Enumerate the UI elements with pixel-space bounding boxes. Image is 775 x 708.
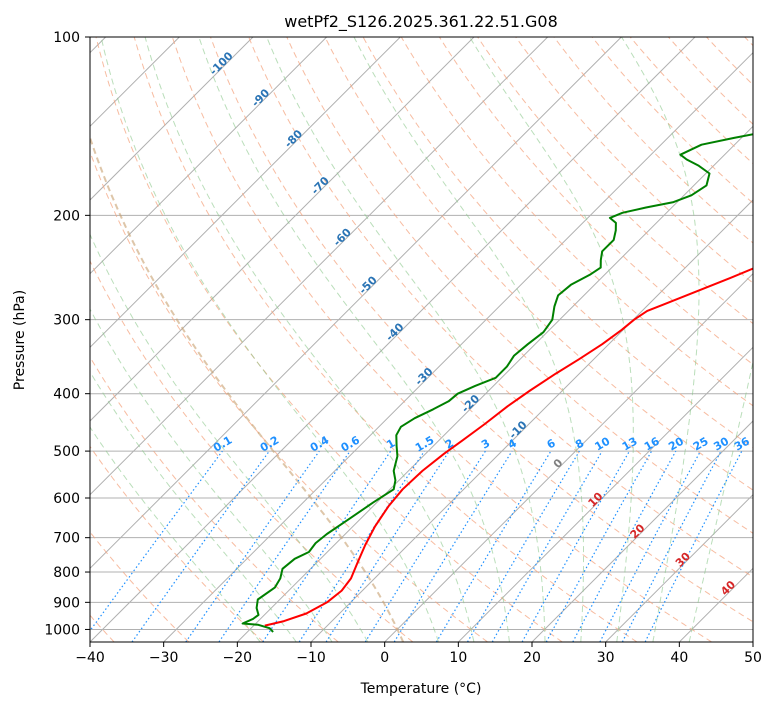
dry-adiabat bbox=[90, 445, 264, 642]
x-tick-label: 10 bbox=[449, 650, 467, 666]
moist-adiabat bbox=[90, 370, 297, 642]
isobar-grid bbox=[90, 37, 753, 630]
mixing-ratio-line bbox=[298, 450, 425, 642]
x-tick-label: −30 bbox=[149, 650, 179, 666]
temperature-trace bbox=[264, 267, 753, 627]
mixing-ratio-line bbox=[572, 450, 677, 642]
moist-adiabat bbox=[144, 37, 475, 642]
mixing-ratio-line bbox=[644, 450, 743, 642]
x-tick-label: 40 bbox=[670, 650, 688, 666]
profile-traces bbox=[241, 133, 753, 633]
isotherm-line bbox=[90, 37, 696, 642]
x-tick-label: 0 bbox=[380, 650, 389, 666]
plot-frame bbox=[89, 36, 754, 643]
moist-adiabat bbox=[621, 37, 700, 642]
y-tick-label: 400 bbox=[53, 387, 80, 403]
y-tick-label: 200 bbox=[53, 208, 80, 224]
isotherm-line bbox=[90, 37, 475, 422]
isotherm-line bbox=[163, 51, 753, 642]
mixing-ratio-line bbox=[218, 450, 351, 642]
x-tick-label: 30 bbox=[597, 650, 615, 666]
x-axis-label: Temperature (°C) bbox=[360, 681, 482, 697]
y-tick-label: 500 bbox=[53, 444, 80, 460]
mixing-ratio-line bbox=[185, 450, 320, 642]
mixing-ratio-lines bbox=[90, 450, 743, 642]
dry-adiabat bbox=[171, 37, 712, 642]
mixing-ratio-line bbox=[262, 450, 392, 642]
dry-adiabat bbox=[133, 37, 638, 642]
isotherm-grid bbox=[90, 37, 753, 642]
mixing-ratio-line bbox=[393, 450, 513, 642]
isotherm-line bbox=[90, 37, 328, 275]
x-tick-label: −40 bbox=[75, 650, 105, 666]
dry-adiabat bbox=[286, 37, 753, 534]
isotherm-line bbox=[236, 125, 753, 642]
x-tick-label: 20 bbox=[523, 650, 541, 666]
dry-adiabat bbox=[515, 37, 753, 284]
y-tick-label: 1000 bbox=[44, 622, 80, 638]
moist-adiabat bbox=[90, 134, 405, 642]
mixing-ratio-line bbox=[521, 450, 631, 642]
dry-adiabat bbox=[210, 37, 753, 623]
plot-area bbox=[90, 37, 753, 642]
isotherm-line bbox=[90, 37, 254, 201]
chart-title: wetPf2_S126.2025.361.22.51.G08 bbox=[284, 12, 558, 32]
isotherm-line bbox=[605, 493, 753, 642]
moist-adiabat bbox=[90, 308, 333, 642]
y-tick-label: 800 bbox=[53, 565, 80, 581]
x-tick-label: 50 bbox=[744, 650, 762, 666]
dry-adiabat bbox=[324, 37, 753, 491]
mixing-ratio-line bbox=[325, 450, 450, 642]
mixing-ratio-line bbox=[131, 450, 270, 642]
x-tick-label: −20 bbox=[223, 650, 253, 666]
y-tick-label: 600 bbox=[53, 491, 80, 507]
moist-adiabat bbox=[266, 37, 546, 642]
dry-adiabat bbox=[248, 37, 753, 578]
isotherm-line bbox=[90, 37, 549, 496]
moist-adiabat bbox=[688, 359, 753, 642]
x-axis-ticks: −40 −30 −20 −10 0 10 20 30 40 50 bbox=[75, 642, 762, 666]
isotherm-line bbox=[384, 272, 753, 642]
dry-adiabat bbox=[95, 37, 563, 642]
y-axis-ticks: 100 200 300 400 500 600 700 800 900 1000 bbox=[44, 30, 90, 638]
mixing-ratio-line bbox=[90, 450, 223, 632]
isotherm-line bbox=[90, 37, 622, 570]
x-tick-label: −10 bbox=[296, 650, 326, 666]
moist-adiabat bbox=[90, 233, 369, 642]
y-tick-label: 700 bbox=[53, 531, 80, 547]
moist-adiabat bbox=[100, 37, 439, 642]
dry-adiabat bbox=[90, 356, 339, 642]
y-tick-label: 100 bbox=[53, 30, 80, 46]
moist-adiabat bbox=[198, 37, 510, 642]
mixing-ratio-line bbox=[545, 450, 653, 642]
isotherm-line bbox=[531, 420, 753, 642]
y-tick-label: 900 bbox=[53, 595, 80, 611]
y-tick-label: 300 bbox=[53, 313, 80, 329]
dry-adiabat bbox=[90, 259, 414, 642]
moist-adiabat bbox=[90, 426, 261, 642]
dewpoint-trace bbox=[241, 133, 753, 633]
isotherm-line bbox=[457, 346, 753, 642]
y-axis-label: Pressure (hPa) bbox=[12, 290, 28, 390]
moist-adiabat bbox=[353, 37, 584, 642]
dry-adiabat-lines bbox=[90, 37, 753, 642]
isotherm-line bbox=[90, 37, 401, 349]
